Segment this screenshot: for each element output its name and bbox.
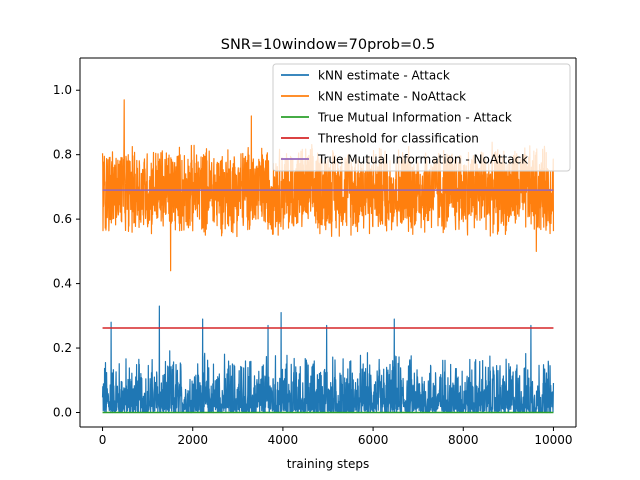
axes: 0 2000 4000 6000 8000 10000 0.0 0.2 0.4 0.6 0.8 1.0 [53, 57, 577, 447]
legend-label-1: kNN estimate - Attack [318, 69, 450, 83]
legend: kNN estimate - Attack kNN estimate - NoAt… [272, 63, 571, 172]
y-tick-label: 0.2 [53, 341, 72, 355]
x-tick-label: 6000 [358, 433, 389, 447]
y-tick-label: 1.0 [53, 83, 72, 97]
series-line-1 [101, 305, 555, 414]
x-tick-label: 4000 [268, 433, 299, 447]
y-tick-label: 0.8 [53, 148, 72, 162]
chart-title: SNR=10window=70prob=0.5 [221, 37, 435, 53]
legend-label-4: Threshold for classification [317, 132, 479, 146]
y-tick-label: 0.0 [53, 405, 72, 419]
x-tick-label: 2000 [177, 433, 208, 447]
x-tick-label: 0 [99, 433, 107, 447]
x-tick-label: 8000 [448, 433, 479, 447]
x-axis-label: training steps [287, 457, 370, 471]
y-tick-label: 0.4 [53, 277, 72, 291]
x-tick-label: 10000 [534, 433, 572, 447]
legend-box [272, 63, 571, 172]
legend-label-3: True Mutual Information - Attack [317, 111, 512, 125]
legend-label-5: True Mutual Information - NoAttack [317, 153, 528, 167]
legend-label-2: kNN estimate - NoAttack [318, 90, 466, 104]
y-tick-label: 0.6 [53, 212, 72, 226]
